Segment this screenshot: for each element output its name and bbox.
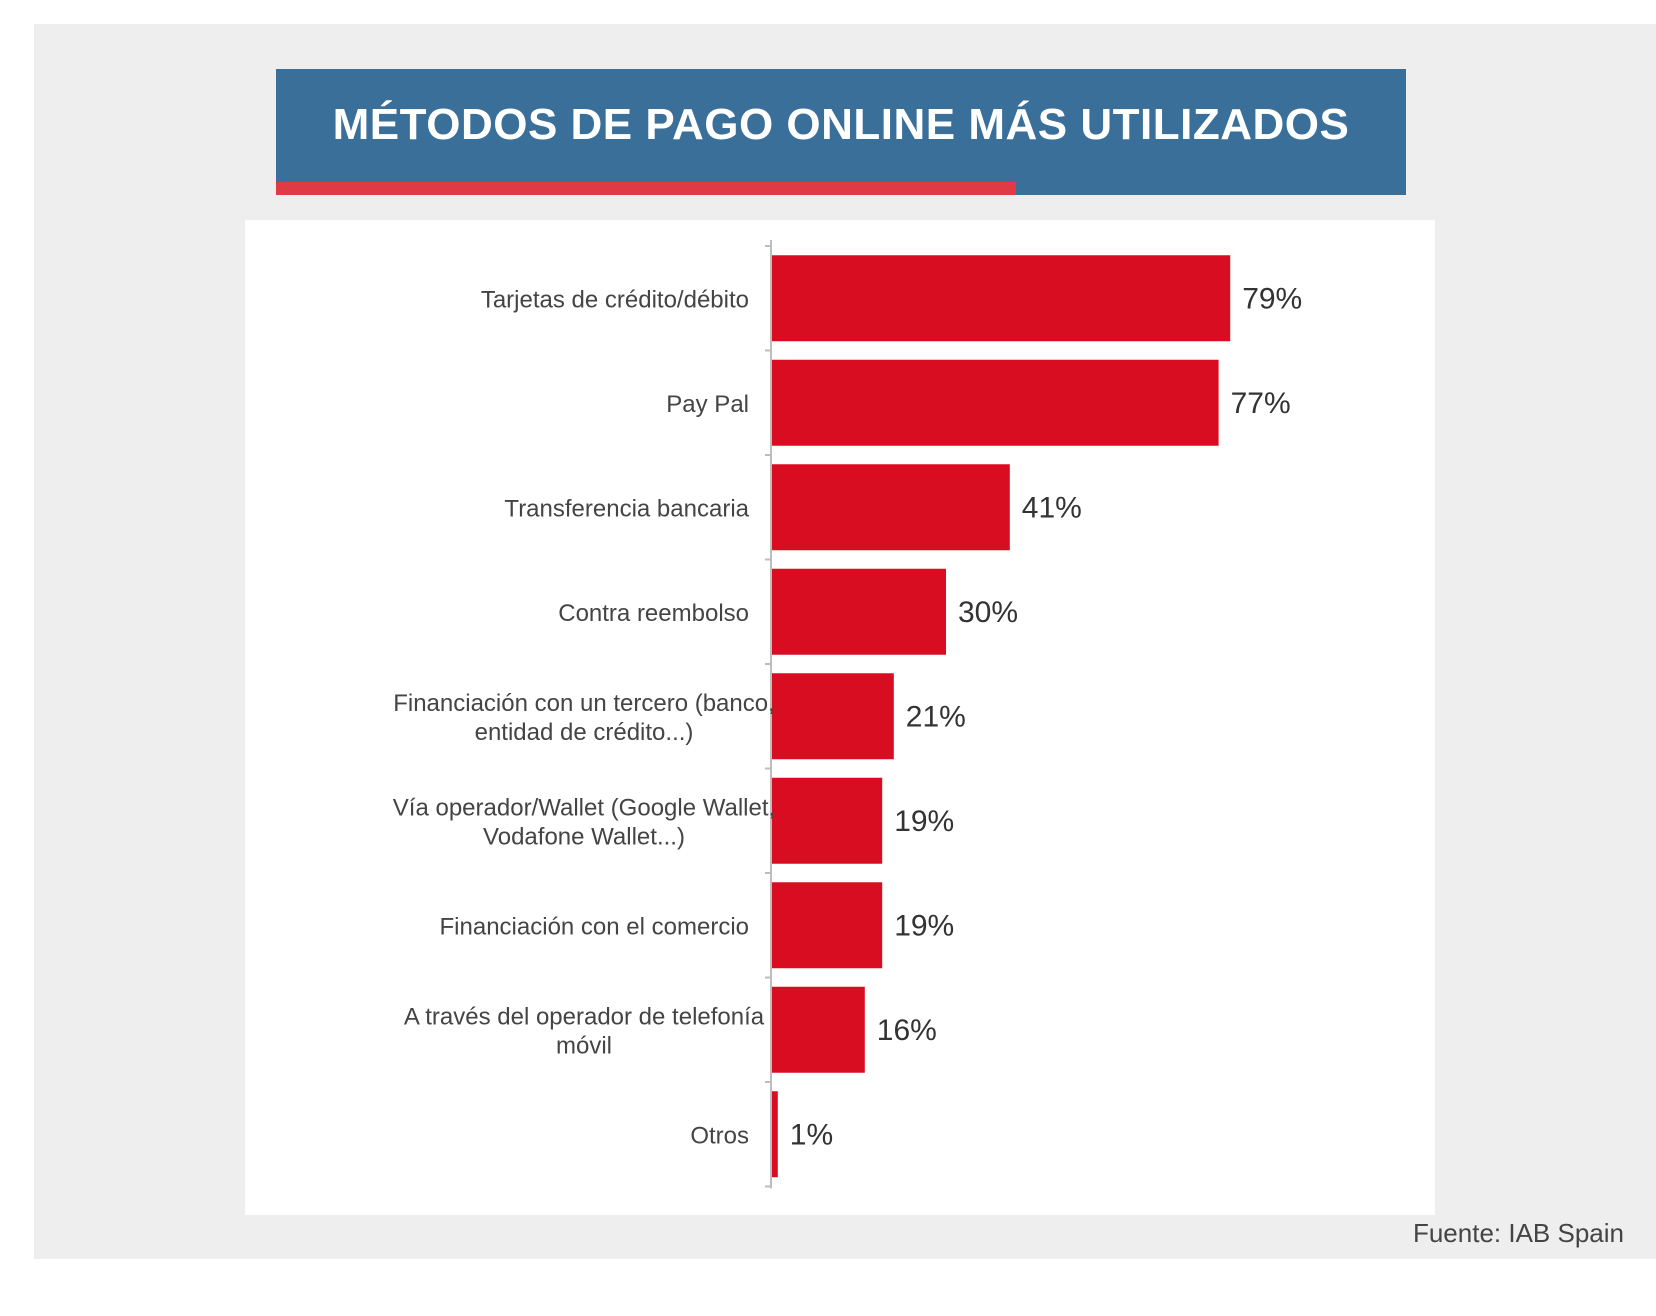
value-label: 16% bbox=[877, 1014, 937, 1047]
category-label: móvil bbox=[556, 1032, 612, 1059]
source-note: Fuente: IAB Spain bbox=[1412, 1218, 1624, 1248]
category-label: Contra reembolso bbox=[558, 600, 749, 627]
value-label: 19% bbox=[894, 909, 954, 942]
bar bbox=[772, 568, 946, 655]
bar bbox=[772, 1091, 778, 1178]
chart-card: 79% Tarjetas de crédito/débito 77% Pay Pal 4… bbox=[245, 220, 1435, 1215]
value-label: 21% bbox=[906, 700, 966, 733]
bar bbox=[772, 359, 1219, 446]
category-label: Financiación con el comercio bbox=[440, 913, 749, 940]
title-accent-bar bbox=[276, 182, 1016, 195]
category-label: Transferencia bancaria bbox=[504, 495, 749, 522]
bar bbox=[772, 464, 1010, 551]
category-label: Tarjetas de crédito/débito bbox=[481, 286, 749, 313]
value-label: 1% bbox=[790, 1118, 833, 1151]
category-label: A través del operador de telefonía bbox=[404, 1003, 765, 1030]
bar bbox=[772, 777, 883, 864]
bar bbox=[772, 986, 865, 1073]
category-label: Financiación con un tercero (banco, bbox=[393, 690, 775, 717]
value-label: 79% bbox=[1242, 282, 1302, 315]
value-label: 19% bbox=[894, 805, 954, 838]
category-label: entidad de crédito...) bbox=[475, 719, 694, 746]
category-label: Vía operador/Wallet (Google Wallet, bbox=[393, 794, 775, 821]
bar bbox=[772, 882, 883, 969]
chart-title: MÉTODOS DE PAGO ONLINE MÁS UTILIZADOS bbox=[332, 100, 1350, 149]
value-label: 30% bbox=[958, 596, 1018, 629]
bar bbox=[772, 673, 894, 760]
value-label: 77% bbox=[1231, 387, 1291, 420]
value-label: 41% bbox=[1022, 491, 1082, 524]
category-label: Vodafone Wallet...) bbox=[483, 823, 685, 850]
bar-chart: 79% Tarjetas de crédito/débito 77% Pay Pal 4… bbox=[393, 240, 1302, 1189]
category-label: Otros bbox=[690, 1122, 749, 1149]
bar bbox=[772, 255, 1231, 342]
title-banner: MÉTODOS DE PAGO ONLINE MÁS UTILIZADOS bbox=[276, 69, 1406, 195]
category-label: Pay Pal bbox=[666, 391, 749, 418]
